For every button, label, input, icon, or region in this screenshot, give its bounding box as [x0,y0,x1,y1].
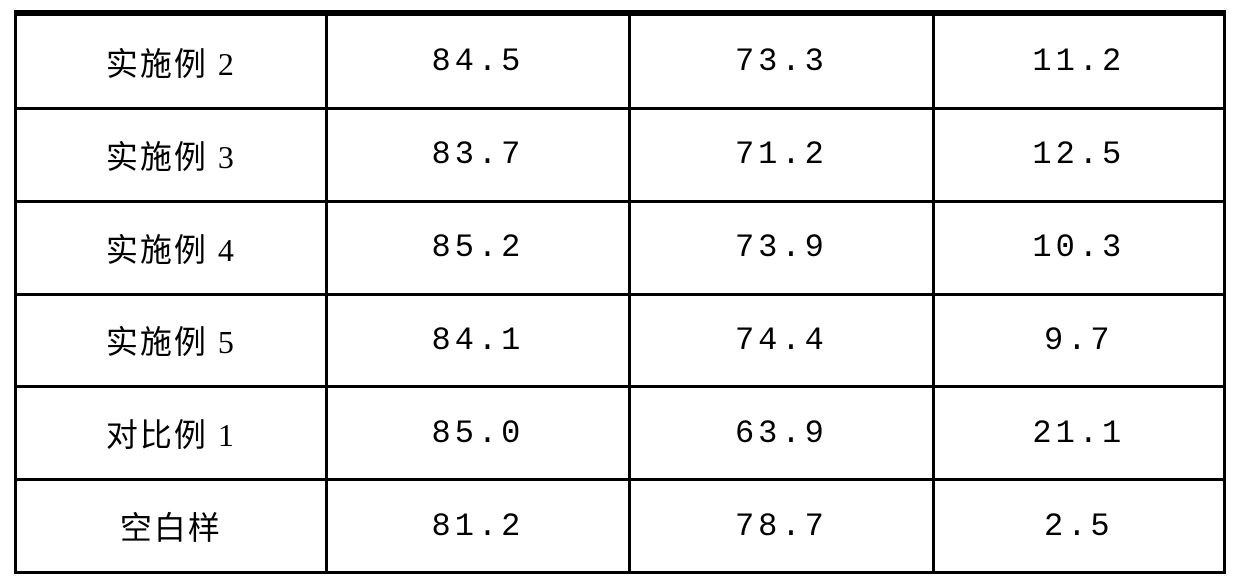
cell-value: 2.5 [933,480,1224,573]
cell-value: 73.9 [630,201,933,294]
cell-value: 78.7 [630,480,933,573]
row-label: 对比例 1 [16,387,327,480]
cell-value: 12.5 [933,109,1224,202]
cell-value: 74.4 [630,294,933,387]
table-row: 对比例 1 85.0 63.9 21.1 [16,387,1225,480]
cell-value: 63.9 [630,387,933,480]
cell-value: 9.7 [933,294,1224,387]
cell-value: 83.7 [326,109,629,202]
cell-value: 71.2 [630,109,933,202]
data-table: 实施例 2 84.5 73.3 11.2 实施例 3 83.7 71.2 12.… [14,10,1226,574]
cell-value: 21.1 [933,387,1224,480]
cell-value: 84.5 [326,13,629,109]
row-label: 实施例 3 [16,109,327,202]
row-label: 实施例 4 [16,201,327,294]
cell-value: 73.3 [630,13,933,109]
table-row: 实施例 3 83.7 71.2 12.5 [16,109,1225,202]
table-row: 空白样 81.2 78.7 2.5 [16,480,1225,573]
row-label: 实施例 2 [16,13,327,109]
cell-value: 85.0 [326,387,629,480]
cell-value: 85.2 [326,201,629,294]
row-label: 空白样 [16,480,327,573]
cell-value: 84.1 [326,294,629,387]
cell-value: 81.2 [326,480,629,573]
table-row: 实施例 4 85.2 73.9 10.3 [16,201,1225,294]
table-row: 实施例 2 84.5 73.3 11.2 [16,13,1225,109]
table-container: 实施例 2 84.5 73.3 11.2 实施例 3 83.7 71.2 12.… [0,0,1240,586]
table-row: 实施例 5 84.1 74.4 9.7 [16,294,1225,387]
cell-value: 11.2 [933,13,1224,109]
row-label: 实施例 5 [16,294,327,387]
cell-value: 10.3 [933,201,1224,294]
